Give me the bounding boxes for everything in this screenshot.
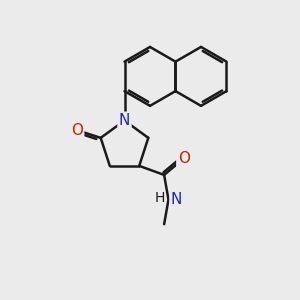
Text: N: N [119, 113, 130, 128]
Text: N: N [171, 192, 182, 207]
Text: O: O [178, 151, 190, 166]
Text: O: O [71, 123, 83, 138]
Text: H: H [154, 191, 165, 205]
